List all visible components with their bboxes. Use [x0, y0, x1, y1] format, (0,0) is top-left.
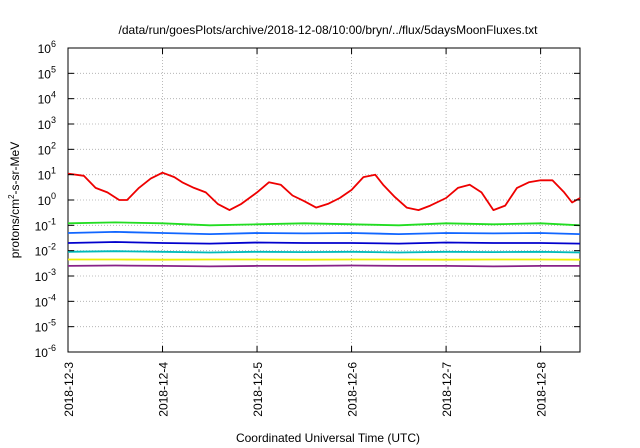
- y-tick-label: 104: [38, 90, 56, 107]
- x-tick-label: 2018-12-4: [157, 362, 171, 417]
- x-tick-label: 2018-12-8: [535, 362, 549, 417]
- y-tick-label: 101: [38, 166, 56, 183]
- series-line-5: [67, 250, 581, 254]
- y-tick-label: 10-4: [35, 292, 56, 309]
- x-axis-ticks: 2018-12-3 2018-12-4 2018-12-5 2018-12-6 2018…: [62, 48, 549, 417]
- x-tick-label: 2018-12-3: [62, 362, 76, 417]
- y-tick-label: 10-6: [35, 343, 56, 360]
- y-tick-label: 103: [38, 115, 56, 132]
- y-tick-label: 10-1: [35, 216, 56, 233]
- y-tick-label: 10-5: [35, 318, 56, 335]
- y-tick-label: 106: [38, 39, 56, 56]
- y-tick-label: 100: [38, 191, 56, 208]
- y-tick-label: 10-3: [35, 267, 56, 284]
- series-line-2: [67, 221, 581, 227]
- x-axis-label: Coordinated Universal Time (UTC): [236, 431, 420, 445]
- series-line-1: [67, 171, 581, 212]
- chart-title: /data/run/goesPlots/archive/2018-12-08/1…: [119, 23, 539, 37]
- x-tick-label: 2018-12-7: [440, 362, 454, 417]
- x-tick-label: 2018-12-5: [251, 362, 265, 417]
- series-line-7: [67, 264, 580, 268]
- y-tick-label: 102: [38, 140, 56, 157]
- series-line-4: [67, 241, 581, 245]
- series-line-3: [67, 230, 581, 236]
- data-series: [67, 171, 581, 268]
- y-tick-label: 10-2: [35, 242, 56, 259]
- y-axis-ticks: 10-6 10-5 10-4 10-3 10-2 10-1 100 101 102 103 104 1…: [35, 39, 580, 360]
- y-axis-label: protons/cm2-s-sr-MeV: [7, 142, 22, 258]
- x-tick-label: 2018-12-6: [346, 362, 360, 417]
- y-tick-label: 105: [38, 64, 56, 81]
- grid-lines: [68, 48, 580, 352]
